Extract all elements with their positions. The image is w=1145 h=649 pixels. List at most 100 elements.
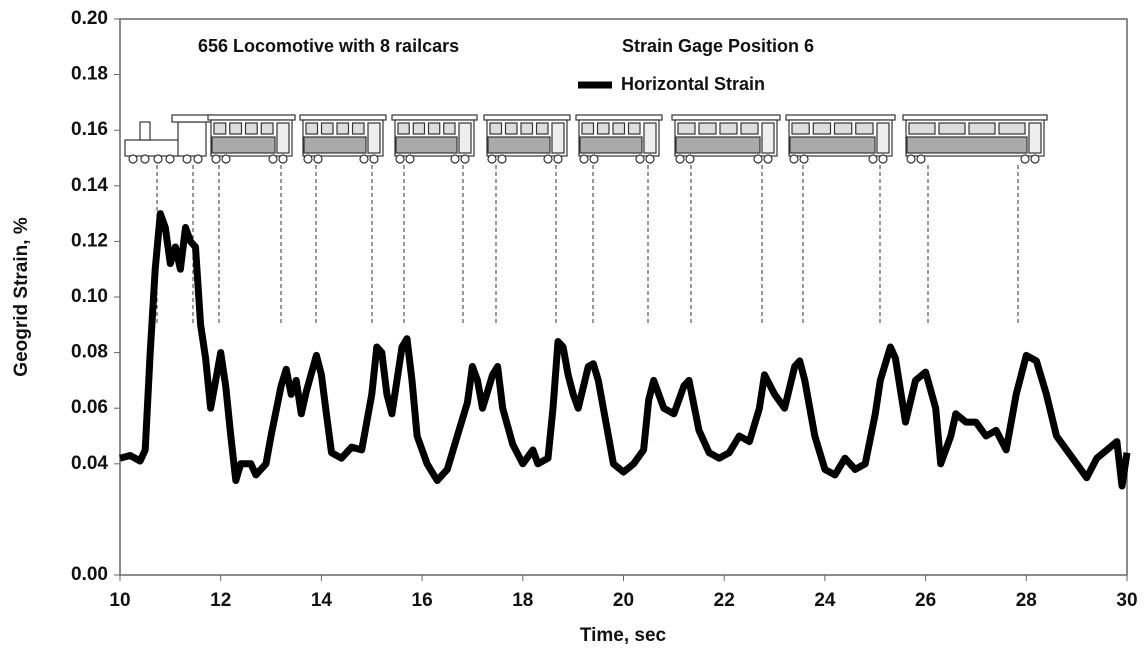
x-tick-label: 20 [613, 590, 634, 611]
car-window [998, 122, 1026, 135]
wheel [579, 154, 589, 164]
wheel [405, 154, 415, 164]
car-window [535, 122, 549, 135]
car-lower [211, 136, 276, 154]
wheel [140, 154, 150, 164]
wheel [211, 154, 221, 164]
car-lower [906, 136, 1028, 154]
x-tick-label: 26 [915, 590, 936, 611]
wheel [487, 154, 497, 164]
car-window [244, 122, 258, 135]
car-door [458, 122, 472, 154]
y-tick-label: 0.08 [71, 342, 108, 363]
axle-lines [156, 165, 1019, 325]
x-tick-label: 30 [1116, 590, 1137, 611]
y-axis-label: Geogrid Strain, % [11, 217, 32, 377]
x-tick-label: 12 [210, 590, 231, 611]
car-door [876, 122, 890, 154]
car-window [968, 122, 996, 135]
car-door [761, 122, 775, 154]
car-window [791, 122, 810, 135]
y-tick-label: 0.12 [71, 230, 108, 251]
wheel [395, 154, 405, 164]
car-window [596, 122, 610, 135]
car-window [719, 122, 738, 135]
car-roof [575, 114, 663, 121]
car-window [908, 122, 936, 135]
wheel [221, 154, 231, 164]
wheel [313, 154, 323, 164]
car-window [320, 122, 334, 135]
car-lower [675, 136, 761, 154]
wheel [685, 154, 695, 164]
wheel [868, 154, 878, 164]
x-tick-label: 22 [714, 590, 735, 611]
car-roof [391, 114, 478, 121]
wheel [916, 154, 926, 164]
wheel [128, 154, 138, 164]
car-window [698, 122, 717, 135]
plot-frame [119, 18, 1128, 576]
x-tick-label: 28 [1016, 590, 1037, 611]
legend-label: Horizontal Strain [621, 74, 765, 94]
x-tick-label: 18 [512, 590, 533, 611]
y-tick-label: 0.16 [71, 119, 108, 140]
car-window [229, 122, 243, 135]
x-tick-label: 10 [109, 590, 130, 611]
car-window [833, 122, 853, 135]
wheel [553, 154, 563, 164]
car-window [855, 122, 874, 135]
car-window [581, 122, 595, 135]
y-tick-label: 0.10 [71, 286, 108, 307]
wheel [268, 154, 278, 164]
annotation: 656 Locomotive with 8 railcars [198, 36, 459, 56]
car-door [276, 122, 290, 154]
wheel [193, 154, 203, 164]
car-window [612, 122, 626, 135]
car-door [1028, 122, 1042, 154]
wheel [543, 154, 553, 164]
car-window [397, 122, 410, 135]
y-tick-label: 0.00 [71, 564, 108, 585]
wheel [589, 154, 599, 164]
car-door [367, 122, 381, 154]
locomotive-cab [177, 121, 207, 157]
car-window [351, 122, 365, 135]
wheel [1030, 154, 1040, 164]
data-line [119, 210, 1131, 490]
train-illustration [124, 114, 1048, 164]
car-window [213, 122, 227, 135]
car-window [812, 122, 832, 135]
car-lower [487, 136, 551, 154]
wheel [359, 154, 369, 164]
car-window [504, 122, 518, 135]
car-roof [785, 114, 896, 121]
x-tick-label: 24 [814, 590, 836, 611]
x-tick-label: 16 [412, 590, 433, 611]
wheel [789, 154, 799, 164]
car-roof [207, 114, 296, 121]
wheel [278, 154, 288, 164]
y-tick-label: 0.20 [71, 8, 108, 29]
car-roof [483, 114, 571, 121]
locomotive-roof [171, 114, 213, 123]
wheel [763, 154, 773, 164]
car-window [489, 122, 503, 135]
y-tick-label: 0.06 [71, 397, 108, 418]
wheel [369, 154, 379, 164]
wheel [675, 154, 685, 164]
y-tick-label: 0.04 [71, 453, 108, 474]
car-window [305, 122, 319, 135]
wheel [878, 154, 888, 164]
car-window [520, 122, 534, 135]
car-lower [789, 136, 876, 154]
car-window [260, 122, 274, 135]
car-roof [671, 114, 781, 121]
car-door [551, 122, 565, 154]
car-window [938, 122, 966, 135]
car-lower [395, 136, 458, 154]
wheel [450, 154, 460, 164]
wheel [182, 154, 192, 164]
car-window [427, 122, 441, 135]
